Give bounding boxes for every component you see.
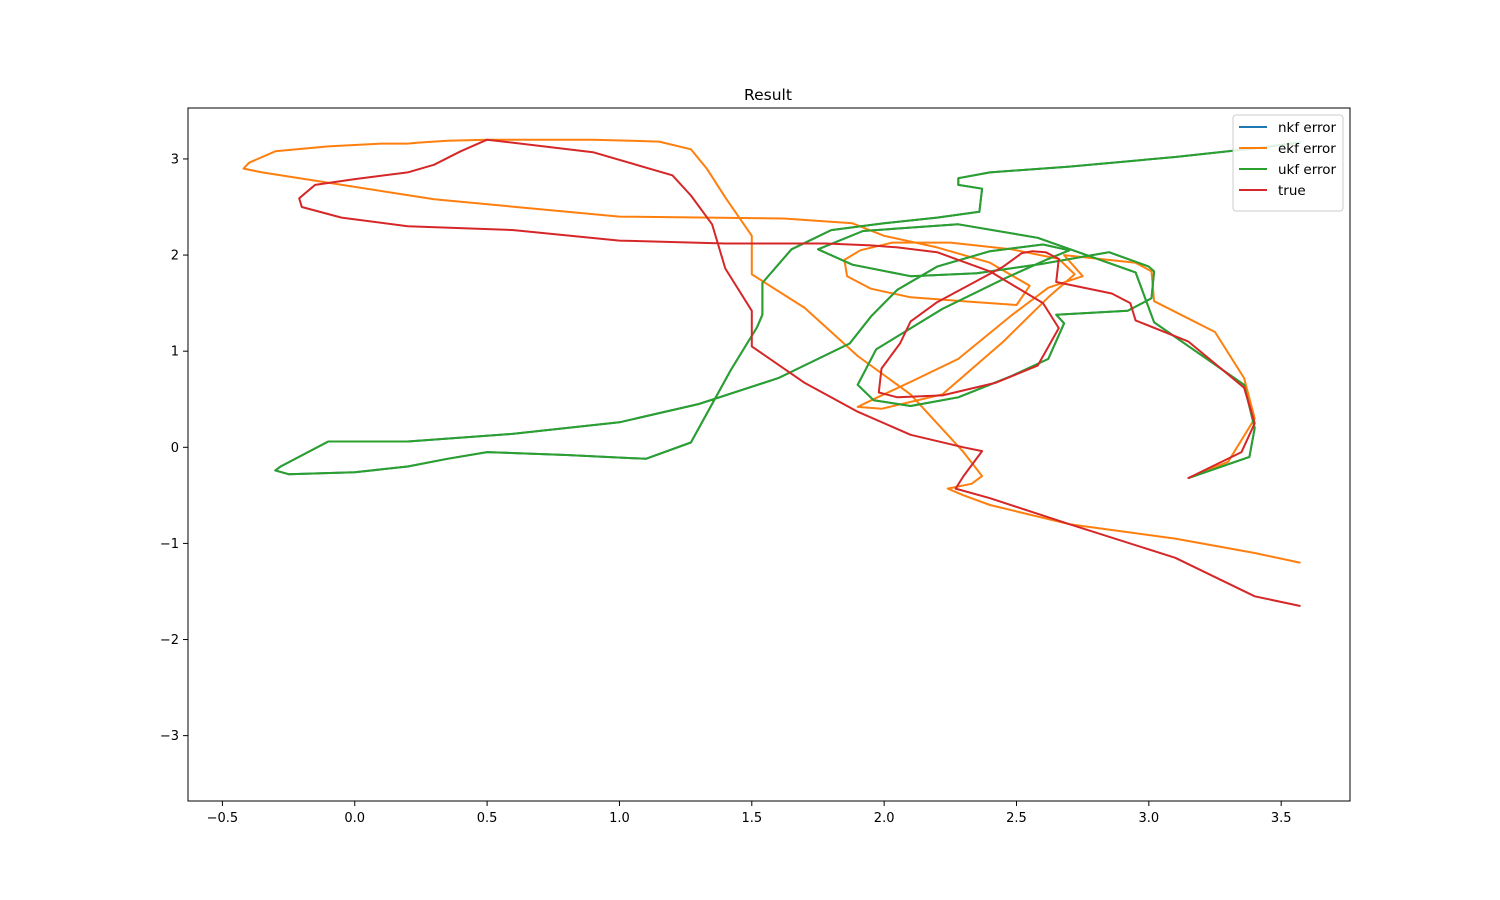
y-tick-label: 0: [171, 441, 179, 456]
chart-title: Result: [744, 86, 792, 104]
series-line-true: [298, 138, 1301, 607]
series-line-ekf-error: [242, 138, 1301, 564]
x-tick-label: 2.5: [1006, 811, 1027, 826]
legend-label: ekf error: [1278, 141, 1336, 157]
x-tick-label: 1.0: [609, 811, 630, 826]
x-tick-label: 2.0: [874, 811, 895, 826]
legend-label: ukf error: [1278, 162, 1337, 178]
y-axis: 3 2 1 0 −1 −2 −3: [160, 152, 188, 744]
y-tick-label: 1: [171, 345, 179, 360]
x-axis: −0.5 0.0 0.5 1.0 1.5 2.0 2.5 3.0 3.5: [207, 801, 1292, 826]
legend-label: true: [1278, 183, 1306, 199]
x-tick-label: 3.0: [1138, 811, 1159, 826]
y-tick-label: 3: [171, 152, 179, 167]
legend-label: nkf error: [1278, 120, 1337, 136]
legend: nkf error ekf error ukf error true: [1232, 114, 1344, 212]
y-tick-label: −2: [160, 633, 179, 648]
plot-frame: [187, 107, 1351, 802]
y-tick-label: −3: [160, 729, 179, 744]
x-tick-label: 3.5: [1271, 811, 1292, 826]
series-lines: [242, 138, 1301, 607]
x-tick-label: −0.5: [207, 811, 239, 826]
series-line-ukf-error: [274, 141, 1301, 479]
x-tick-label: 1.5: [741, 811, 762, 826]
x-tick-label: 0.5: [477, 811, 498, 826]
x-tick-label: 0.0: [344, 811, 365, 826]
y-tick-label: 2: [171, 249, 179, 264]
y-tick-label: −1: [160, 537, 179, 552]
legend-box: [1232, 114, 1344, 212]
